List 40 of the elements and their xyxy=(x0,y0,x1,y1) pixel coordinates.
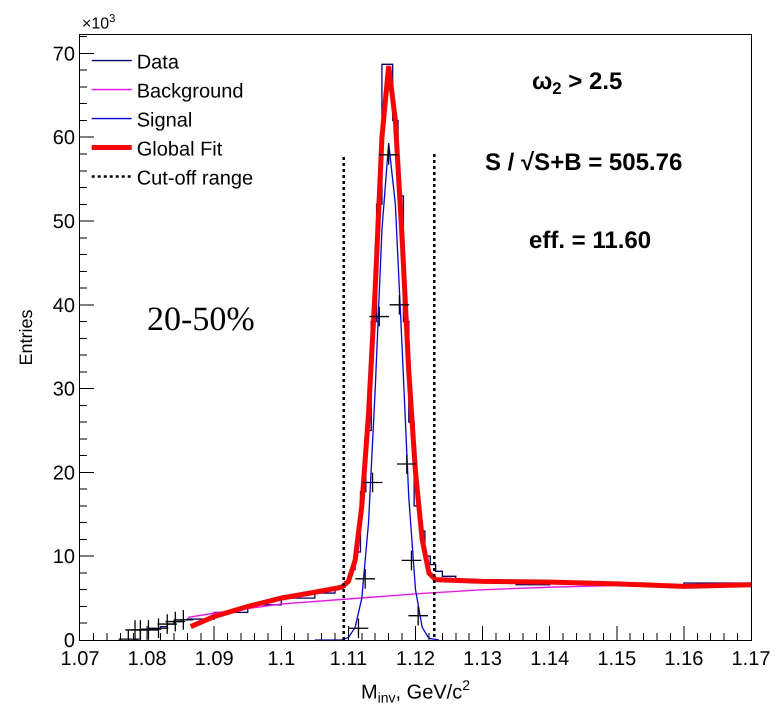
point xyxy=(368,306,390,327)
annotation: eff. = 11.60 xyxy=(529,227,652,254)
point xyxy=(354,568,376,590)
x-axis-title: M$_{inv}$, GeV/c$^{2}$ xyxy=(360,677,470,706)
annotation: 20-50% xyxy=(147,301,255,338)
y-tick-label: 40 xyxy=(52,294,75,317)
point xyxy=(378,144,400,166)
point xyxy=(388,294,410,316)
x-tick-label: 1.12 xyxy=(396,648,435,670)
legend-label: Cut-off range xyxy=(136,167,254,190)
y-tick-label: 10 xyxy=(52,546,75,568)
x-tick-label: 1.16 xyxy=(664,648,704,670)
legend-label: Background xyxy=(136,80,244,102)
point xyxy=(348,618,369,639)
point xyxy=(156,614,178,635)
x-tick-label: 1.08 xyxy=(128,648,167,670)
x-tick-label: 1.14 xyxy=(530,648,570,670)
legend-label: Signal xyxy=(136,109,192,132)
y-axis-title: Entries xyxy=(16,309,36,366)
point xyxy=(401,550,422,571)
point xyxy=(362,472,384,493)
x-tick-label: 1.13 xyxy=(463,648,502,670)
x-tick-label: 1.15 xyxy=(597,648,636,670)
x-tick-label: 1.1 xyxy=(267,648,296,670)
x-tick-label: 1.09 xyxy=(194,648,234,670)
y-tick-label: 60 xyxy=(52,127,75,150)
line-series xyxy=(314,142,440,640)
legend-label: Global Fit xyxy=(136,138,223,160)
point xyxy=(396,454,418,474)
legend-label: Data xyxy=(136,51,180,74)
x-tick-label: 1.11 xyxy=(330,648,368,670)
y-tick-label: 50 xyxy=(52,211,75,234)
y-tick-label: 70 xyxy=(52,43,75,66)
text: ×10$^{3}$ xyxy=(82,13,116,33)
y-tick-label: 30 xyxy=(52,378,75,401)
annotation: ω$_{2}$ > 2.5 xyxy=(532,68,622,98)
annotation: S / √S+B = 505.76 xyxy=(485,149,682,176)
y-tick-label: 20 xyxy=(52,462,75,484)
x-tick-label: 1.17 xyxy=(732,648,770,670)
point xyxy=(172,609,194,630)
